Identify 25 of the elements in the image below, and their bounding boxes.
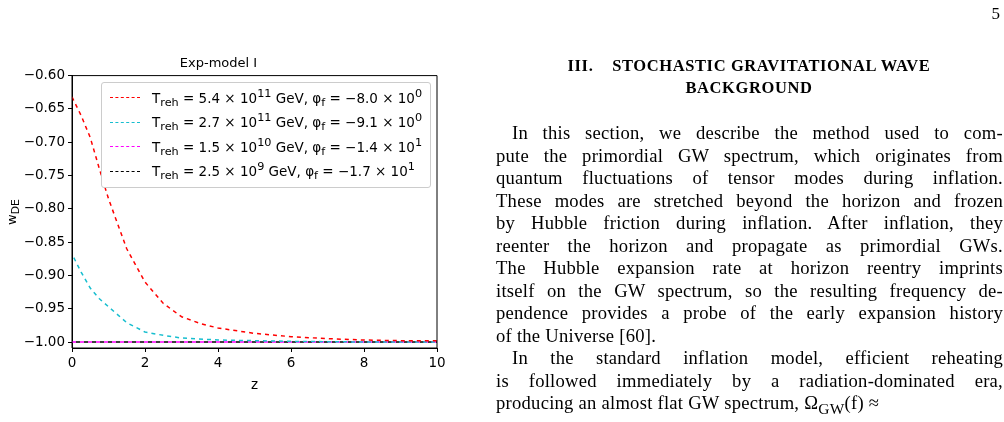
text: In the standard inflation model, efficient reheating is followed immediately by a radiation-dominated era, producing an almost flat GW spectrum, Ω$_{GW}$(f) ≈ [496, 347, 1003, 419]
chart-title: Exp-model I [179, 55, 258, 71]
y-tick-label: −0.65 [23, 99, 65, 116]
x-tick-label: 10 [428, 353, 446, 370]
legend-label: T$_{reh}$ = 5.4 × 10$^{11}$ GeV, φ$_{f}$ = −8.0 × 10$^{0}$ [152, 86, 423, 109]
y-tick-label: −0.90 [23, 265, 65, 282]
x-tick-label: 0 [67, 353, 77, 370]
legend-label: T$_{reh}$ = 2.5 × 10$^{9}$ GeV, φ$_{f}$ = −1.7 × 10$^{1}$ [152, 160, 415, 183]
text: 5 [991, 4, 1000, 24]
text: III. STOCHASTIC GRAVITATIONAL WAVE BACKGROUND [566, 55, 932, 99]
legend-label: T$_{reh}$ = 1.5 × 10$^{10}$ GeV, φ$_{f}$ = −1.4 × 10$^{1}$ [152, 135, 423, 158]
y-tick-label: −0.80 [23, 199, 65, 216]
legend-label: T$_{reh}$ = 2.7 × 10$^{11}$ GeV, φ$_{f}$ = −9.1 × 10$^{0}$ [152, 111, 423, 134]
text: In this section, we describe the method used to com- pute the primordial GW spectrum, which originates from quantum fluctuations of tensor modes during inflation. These modes are stretched beyond the horizon and frozen by Hubble friction during inflation. After inflation, they reenter the horizon and propagate as primordial GWs. The Hubble expansion rate at horizon reentry imprints itself on the GW spectrum, so the resulting frequency de- pendence provides a probe of the early expansion history of the Universe [60]. [496, 122, 1003, 346]
x-tick-label: 8 [359, 353, 369, 370]
x-axis-title: z [250, 376, 259, 393]
y-tick-label: −1.00 [23, 332, 65, 349]
y-tick-label: −0.60 [23, 66, 65, 83]
x-tick-label: 2 [140, 353, 150, 370]
y-tick-label: −0.85 [23, 232, 65, 249]
y-tick-label: −0.95 [23, 299, 65, 316]
x-tick-label: 4 [213, 353, 223, 370]
y-tick-label: −0.75 [23, 166, 65, 182]
y-tick-label: −0.70 [23, 132, 65, 149]
x-tick-label: 6 [286, 353, 296, 370]
